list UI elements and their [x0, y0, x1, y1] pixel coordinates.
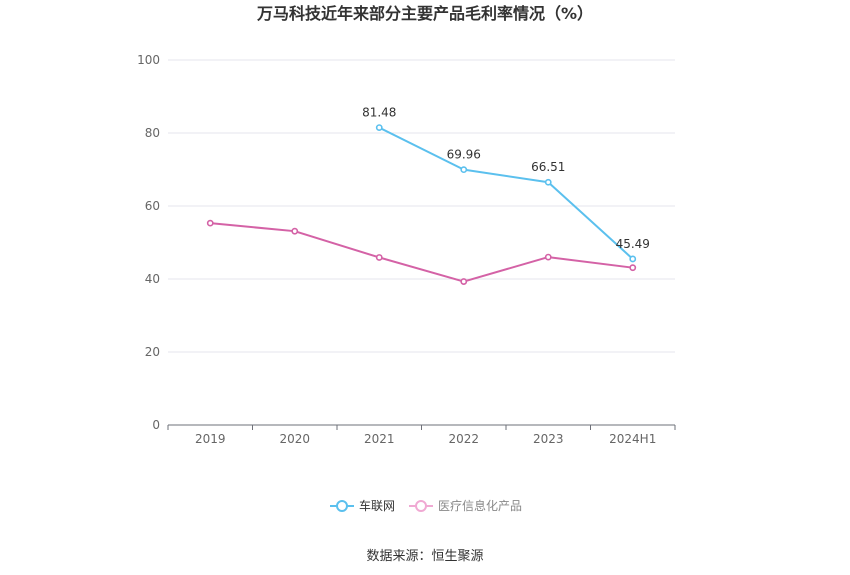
data-label: 66.51	[531, 160, 565, 174]
data-point[interactable]	[544, 253, 552, 261]
data-label: 45.49	[616, 237, 650, 251]
data-point[interactable]	[629, 264, 637, 272]
legend-item-1[interactable]: 医疗信息化产品	[409, 498, 522, 513]
legend-marker-icon	[336, 500, 348, 512]
data-point[interactable]	[544, 178, 552, 186]
x-tick-label: 2024H1	[609, 432, 656, 446]
y-tick-label: 40	[145, 272, 160, 286]
x-tick-label: 2022	[448, 432, 479, 446]
legend-item-0[interactable]: 车联网	[330, 498, 395, 513]
x-axis: 2019 2020 2021 2022 2023 2024H1	[167, 424, 676, 446]
legend-marker-icon	[415, 500, 427, 512]
legend-label: 车联网	[359, 498, 395, 513]
y-tick-label: 60	[145, 199, 160, 213]
data-point[interactable]	[460, 278, 468, 285]
y-tick-label: 100	[137, 53, 160, 67]
y-tick-label: 20	[145, 345, 160, 359]
data-point[interactable]	[375, 254, 383, 261]
source-note: 数据来源：恒生聚源	[366, 549, 483, 564]
series-group: 81.48 69.96 66.51 45.49	[206, 106, 650, 285]
legend[interactable]: 车联网 医疗信息化产品	[330, 498, 522, 513]
grid-lines	[168, 59, 675, 353]
chart-title: 万马科技近年来部分主要产品毛利率情况（%）	[256, 4, 593, 23]
data-point[interactable]	[629, 255, 637, 263]
series-line	[210, 222, 633, 283]
data-point[interactable]	[291, 227, 299, 235]
data-label: 81.48	[362, 106, 396, 120]
data-point[interactable]	[460, 166, 468, 174]
data-point[interactable]	[206, 219, 214, 227]
series-0: 81.48 69.96 66.51 45.49	[362, 106, 650, 263]
x-tick-label: 2021	[364, 432, 395, 446]
series-1	[206, 219, 637, 285]
x-tick-label: 2023	[533, 432, 564, 446]
data-label: 69.96	[447, 148, 481, 162]
data-point[interactable]	[375, 124, 383, 131]
series-line	[378, 126, 634, 260]
y-tick-label: 80	[145, 126, 160, 140]
x-tick-label: 2019	[195, 432, 226, 446]
x-tick-label: 2020	[279, 432, 310, 446]
legend-label: 医疗信息化产品	[438, 498, 522, 513]
y-tick-label: 0	[152, 418, 160, 432]
y-axis-ticks: 0 20 40 60 80 100	[137, 53, 160, 432]
